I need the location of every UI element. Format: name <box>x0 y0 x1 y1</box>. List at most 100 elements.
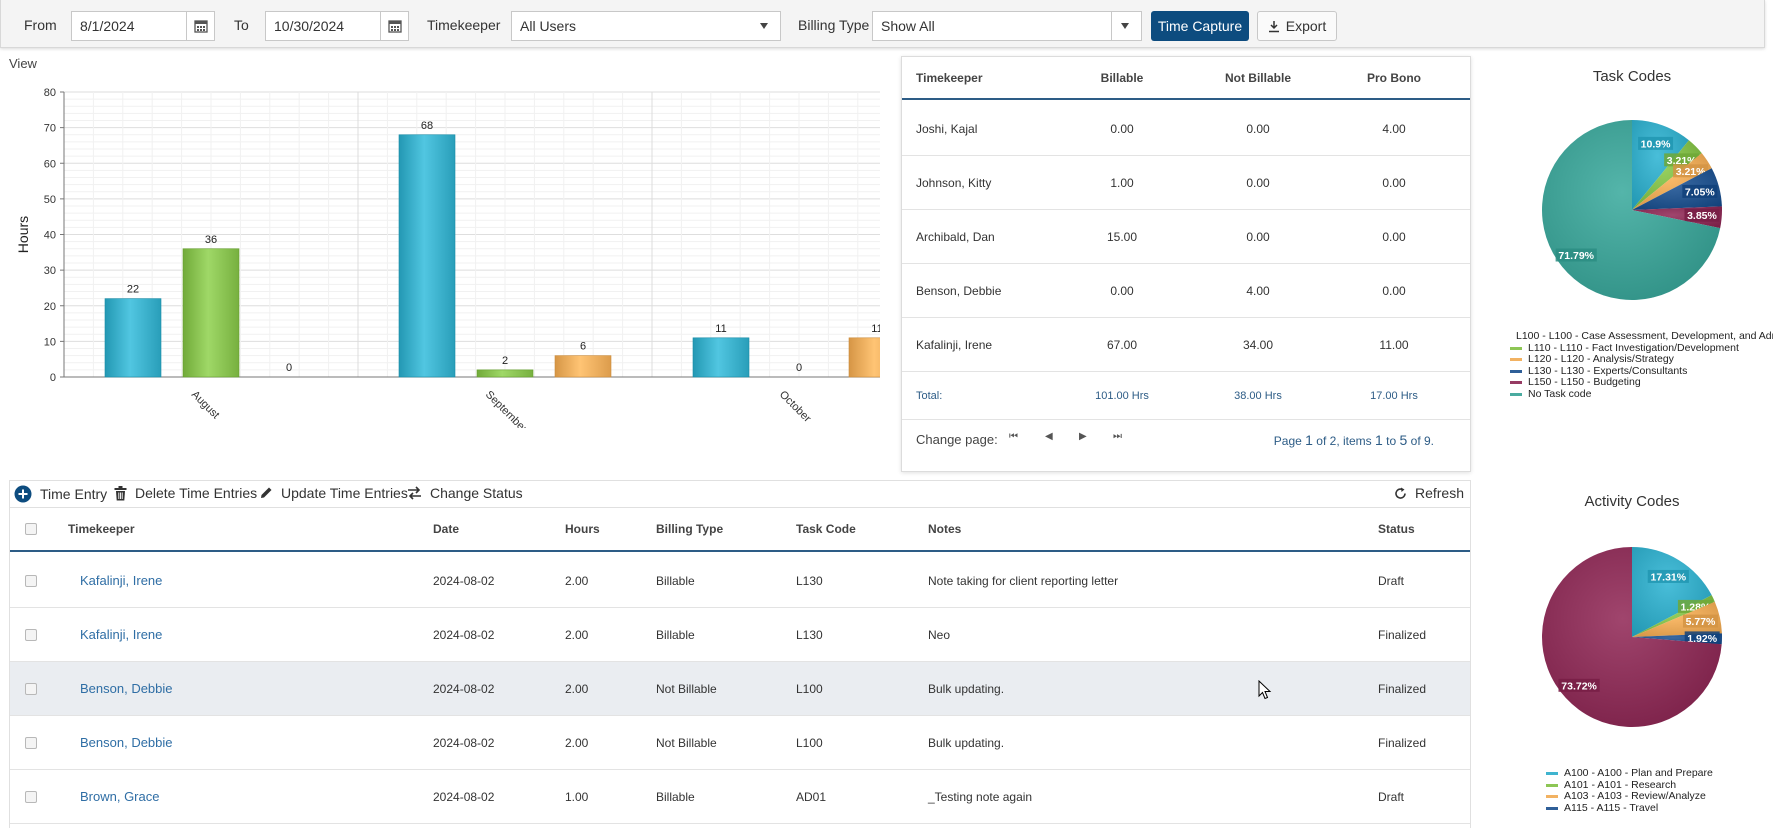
from-label: From <box>24 17 57 33</box>
cell-task-code: L130 <box>796 627 823 642</box>
legend-label: A115 - A115 - Travel <box>1564 801 1659 814</box>
cell-task-code: AD01 <box>796 789 827 804</box>
legend-item[interactable]: No Task code <box>1510 388 1773 401</box>
legend-label: L110 - L110 - Fact Investigation/Develop… <box>1528 341 1739 354</box>
table-row[interactable]: Kafalinji, Irene 2024-08-02 2.00 Billabl… <box>10 554 1470 608</box>
row-checkbox[interactable] <box>25 662 37 715</box>
legend-label: L150 - L150 - Budgeting <box>1528 376 1641 388</box>
timekeeper-label: Timekeeper <box>427 17 501 33</box>
y-tick-label: 60 <box>44 158 56 170</box>
cell-billing-type: Billable <box>656 789 695 804</box>
header-status[interactable]: Status <box>1378 522 1415 536</box>
timekeeper-link[interactable]: Kafalinji, Irene <box>80 573 163 588</box>
cell-status: Finalized <box>1378 627 1427 642</box>
timekeeper-link[interactable]: Kafalinji, Irene <box>80 627 163 642</box>
legend-item[interactable]: L130 - L130 - Experts/Consultants <box>1510 365 1773 378</box>
y-axis-title: Hours <box>15 216 31 253</box>
download-icon <box>1268 20 1279 32</box>
refresh-button[interactable]: Refresh <box>1394 485 1464 501</box>
legend-item[interactable]: L110 - L110 - Fact Investigation/Develop… <box>1510 341 1773 355</box>
timekeeper-link[interactable]: Benson, Debbie <box>80 735 173 750</box>
change-status-label: Change Status <box>430 485 523 501</box>
from-date-input[interactable]: 8/1/2024 <box>71 11 215 41</box>
header-date[interactable]: Date <box>433 522 460 536</box>
prev-page-icon[interactable]: ◀︎ <box>1045 431 1053 442</box>
row-checkbox[interactable] <box>25 554 37 607</box>
summary-header-billable[interactable]: Billable <box>1100 70 1144 85</box>
cell-hours: 2.00 <box>565 735 589 750</box>
last-page-icon[interactable]: ⏭︎ <box>1113 431 1122 442</box>
bar-not-billable <box>182 248 240 378</box>
calendar-icon[interactable] <box>186 12 214 40</box>
calendar-icon[interactable] <box>380 12 408 40</box>
change-page-label: Change page: <box>916 432 998 447</box>
activity-codes-title: Activity Codes <box>1584 493 1680 510</box>
billing-type-select[interactable]: Show All <box>872 11 1142 41</box>
next-page-icon[interactable]: ▶︎ <box>1079 431 1087 442</box>
timekeeper-link[interactable]: Benson, Debbie <box>80 681 173 696</box>
pie-data-label: 10.9% <box>1641 138 1671 150</box>
legend-item[interactable]: A101 - A101 - Research <box>1546 779 1773 792</box>
first-page-icon[interactable]: ⏮︎ <box>1009 431 1018 442</box>
hours-bar-chart: 0 10 20 30 40 50 60 70 80 Hours 22 36 0 August 68 2 6 Sep… <box>15 87 880 428</box>
table-row[interactable]: Brown, Grace 2024-08-02 1.00 Billable AD… <box>10 770 1470 824</box>
table-row[interactable]: Benson, Debbie 2024-08-02 2.00 Not Billa… <box>10 662 1470 716</box>
summary-timekeeper: Kafalinji, Irene <box>916 337 993 352</box>
bar-data-label: 0 <box>796 362 802 374</box>
time-entry-button[interactable]: Time Entry <box>14 485 107 503</box>
summary-total-billable: 101.00 Hrs <box>1095 389 1149 402</box>
bar-data-label: 2 <box>502 355 508 367</box>
header-billing-type[interactable]: Billing Type <box>656 522 724 536</box>
header-hours[interactable]: Hours <box>565 522 600 536</box>
pager-of: of 2, items <box>1316 434 1372 448</box>
cell-status: Draft <box>1378 573 1405 588</box>
summary-pro-bono: 0.00 <box>1382 283 1406 298</box>
legend-item[interactable]: A100 - A100 - Plan and Prepare <box>1546 768 1773 780</box>
add-circle-icon <box>14 485 32 503</box>
legend-swatch <box>1546 806 1558 810</box>
legend-item[interactable]: L100 - L100 - Case Assessment, Developme… <box>1510 331 1773 343</box>
bar-data-label: 68 <box>421 120 433 132</box>
legend-item[interactable]: A115 - A115 - Travel <box>1546 801 1773 815</box>
update-time-entries-button[interactable]: Update Time Entries <box>259 485 408 501</box>
legend-item[interactable]: L150 - L150 - Budgeting <box>1510 376 1773 389</box>
table-row[interactable]: Kafalinji, Irene 2024-08-02 2.00 Billabl… <box>10 608 1470 662</box>
row-checkbox[interactable] <box>25 608 37 661</box>
header-timekeeper[interactable]: Timekeeper <box>68 522 135 536</box>
delete-time-entries-button[interactable]: Delete Time Entries <box>114 485 257 501</box>
pager-from: 1 <box>1375 432 1383 448</box>
summary-header-timekeeper[interactable]: Timekeeper <box>916 70 983 85</box>
summary-not-billable: 4.00 <box>1246 283 1270 298</box>
row-checkbox[interactable] <box>25 770 37 823</box>
cell-billing-type: Billable <box>656 627 695 642</box>
table-row[interactable]: Benson, Debbie 2024-08-02 2.00 Not Billa… <box>10 716 1470 770</box>
export-button[interactable]: Export <box>1257 11 1337 41</box>
timekeeper-link[interactable]: Brown, Grace <box>80 789 160 804</box>
billing-type-label: Billing Type <box>798 17 870 33</box>
cell-notes: Bulk updating. <box>928 681 1005 696</box>
time-capture-button[interactable]: Time Capture <box>1151 11 1249 41</box>
summary-pro-bono: 0.00 <box>1382 175 1406 190</box>
change-status-button[interactable]: Change Status <box>407 485 523 501</box>
chevron-down-icon <box>760 23 768 29</box>
y-tick-label: 20 <box>44 301 56 313</box>
select-all-checkbox[interactable] <box>25 508 37 550</box>
timekeeper-select[interactable]: All Users <box>511 11 781 41</box>
pie-slice <box>1632 168 1722 210</box>
summary-header-not-billable[interactable]: Not Billable <box>1224 70 1291 85</box>
pie-data-label: 3.21% <box>1676 166 1706 178</box>
dropdown-toggle[interactable] <box>1111 12 1141 40</box>
header-task-code[interactable]: Task Code <box>796 522 856 536</box>
to-date-input[interactable]: 10/30/2024 <box>265 11 409 41</box>
summary-timekeeper: Joshi, Kajal <box>916 121 978 136</box>
y-tick-label: 10 <box>44 336 56 348</box>
summary-header-pro-bono[interactable]: Pro Bono <box>1367 70 1421 85</box>
summary-pro-bono: 11.00 <box>1379 337 1409 352</box>
legend-item[interactable]: L120 - L120 - Analysis/Strategy <box>1510 353 1773 366</box>
legend-item[interactable]: A103 - A103 - Review/Analyze <box>1546 790 1773 803</box>
row-checkbox[interactable] <box>25 716 37 769</box>
time-entries-grid: Timekeeper Date Hours Billing Type Task … <box>9 508 1471 828</box>
chevron-down-icon <box>1121 23 1129 29</box>
summary-timekeeper: Archibald, Dan <box>916 229 995 244</box>
header-notes[interactable]: Notes <box>928 522 962 536</box>
